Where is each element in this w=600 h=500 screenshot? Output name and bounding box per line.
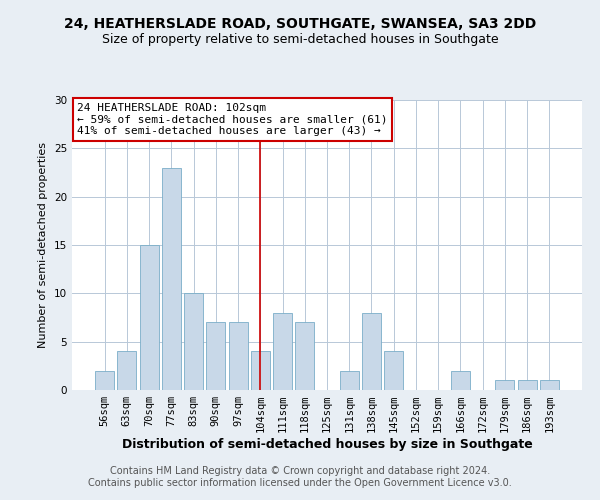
Bar	[95, 370, 114, 390]
Text: 24, HEATHERSLADE ROAD, SOUTHGATE, SWANSEA, SA3 2DD: 24, HEATHERSLADE ROAD, SOUTHGATE, SWANSE…	[64, 18, 536, 32]
Bar	[384, 352, 403, 390]
Bar	[451, 370, 470, 390]
Text: Size of property relative to semi-detached houses in Southgate: Size of property relative to semi-detach…	[101, 32, 499, 46]
Bar	[251, 352, 270, 390]
Bar	[540, 380, 559, 390]
Y-axis label: Number of semi-detached properties: Number of semi-detached properties	[38, 142, 49, 348]
Bar	[496, 380, 514, 390]
Bar	[140, 245, 158, 390]
Text: 24 HEATHERSLADE ROAD: 102sqm
← 59% of semi-detached houses are smaller (61)
41% : 24 HEATHERSLADE ROAD: 102sqm ← 59% of se…	[77, 103, 388, 136]
Bar	[295, 322, 314, 390]
Bar	[229, 322, 248, 390]
Bar	[184, 294, 203, 390]
X-axis label: Distribution of semi-detached houses by size in Southgate: Distribution of semi-detached houses by …	[122, 438, 532, 451]
Bar	[362, 312, 381, 390]
Bar	[118, 352, 136, 390]
Bar	[206, 322, 225, 390]
Bar	[340, 370, 359, 390]
Bar	[518, 380, 536, 390]
Bar	[273, 312, 292, 390]
Bar	[162, 168, 181, 390]
Text: Contains HM Land Registry data © Crown copyright and database right 2024.
Contai: Contains HM Land Registry data © Crown c…	[88, 466, 512, 487]
